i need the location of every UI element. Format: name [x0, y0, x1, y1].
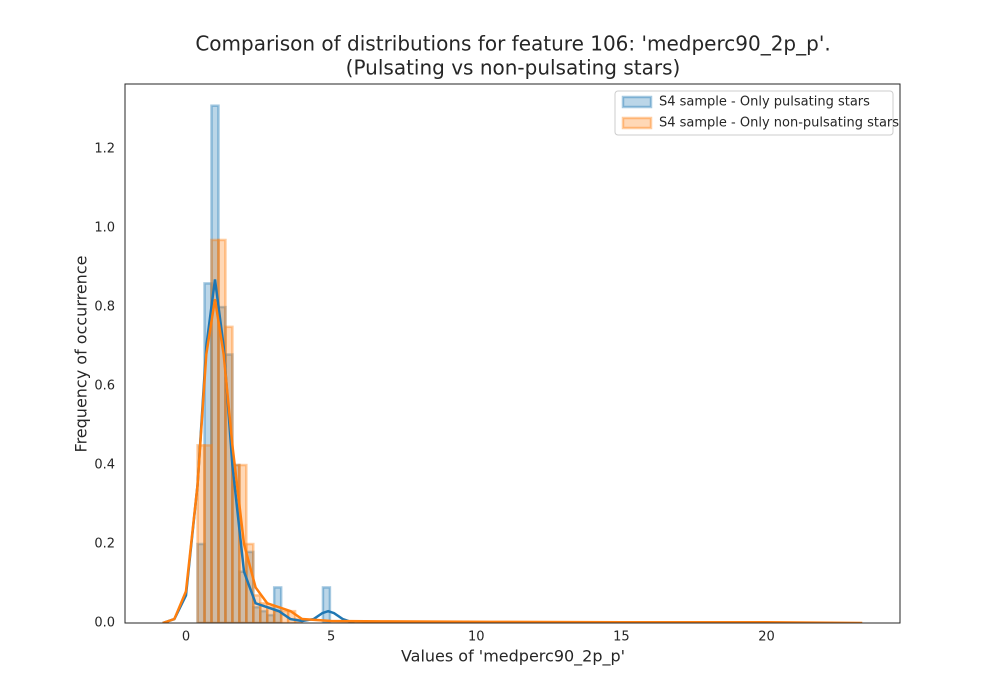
- y-tick-label: 0.6: [94, 379, 115, 394]
- legend-box: [614, 90, 894, 136]
- x-tick-label: 10: [468, 630, 485, 645]
- y-tick-label: 1.2: [94, 142, 115, 157]
- y-tick-label: 0.0: [94, 616, 115, 631]
- x-tick-label: 15: [613, 630, 630, 645]
- histogram-bar: [259, 609, 269, 623]
- histogram-bar: [210, 238, 220, 623]
- histogram-bar: [252, 605, 262, 623]
- histogram-bar: [321, 586, 332, 623]
- plot-area: [162, 104, 863, 623]
- x-axis-label: Values of 'medperc90_2p_p': [401, 647, 625, 667]
- x-tick-label: 5: [327, 630, 335, 645]
- chart-subtitle: (Pulsating vs non-pulsating stars): [346, 56, 681, 80]
- kde-line: [162, 279, 355, 623]
- legend-label: S4 sample - Only non-pulsating stars: [659, 116, 899, 131]
- y-tick-label: 0.8: [94, 300, 115, 315]
- y-axis-label: Frequency of occurrence: [72, 256, 91, 453]
- plot-frame: [124, 83, 901, 624]
- histogram-bar: [217, 238, 227, 623]
- x-tick-label: 0: [182, 630, 190, 645]
- x-tick-label: 20: [758, 630, 775, 645]
- legend-swatch: [621, 95, 653, 109]
- legend-swatch: [621, 116, 653, 130]
- histogram-bar: [224, 353, 234, 623]
- legend-label: S4 sample - Only pulsating stars: [659, 95, 870, 110]
- chart-title: Comparison of distributions for feature …: [195, 32, 830, 56]
- histogram-bar: [203, 282, 213, 623]
- y-tick-label: 0.2: [94, 537, 115, 552]
- kde-line: [162, 299, 863, 623]
- y-tick-label: 0.4: [94, 458, 115, 473]
- histogram-bar: [217, 305, 227, 623]
- y-tick-label: 1.0: [94, 221, 115, 236]
